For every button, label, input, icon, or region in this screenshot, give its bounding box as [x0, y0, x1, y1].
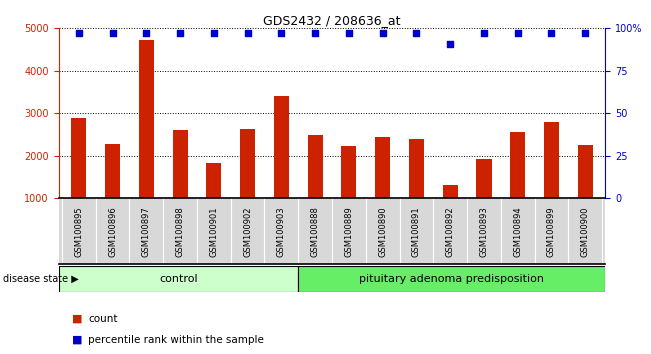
Point — [344, 30, 354, 36]
Point — [580, 30, 590, 36]
Text: disease state ▶: disease state ▶ — [3, 274, 79, 284]
Text: GSM100889: GSM100889 — [344, 206, 353, 257]
Bar — [71, 118, 87, 198]
Bar — [240, 129, 255, 198]
Point — [478, 30, 489, 36]
Text: GSM100903: GSM100903 — [277, 206, 286, 257]
Point — [175, 30, 186, 36]
Bar — [298, 266, 605, 292]
Bar — [105, 144, 120, 198]
Text: percentile rank within the sample: percentile rank within the sample — [88, 335, 264, 345]
Bar — [206, 162, 221, 198]
Point — [74, 30, 84, 36]
Point — [209, 30, 219, 36]
Point — [378, 30, 388, 36]
Bar — [409, 139, 424, 198]
Bar — [173, 130, 187, 198]
Point — [411, 30, 422, 36]
Text: GSM100893: GSM100893 — [479, 206, 488, 257]
Text: GSM100897: GSM100897 — [142, 206, 151, 257]
Bar — [510, 132, 525, 198]
Text: pituitary adenoma predisposition: pituitary adenoma predisposition — [359, 274, 544, 284]
Text: GSM100890: GSM100890 — [378, 206, 387, 257]
Bar — [477, 159, 492, 198]
Text: GSM100895: GSM100895 — [74, 206, 83, 257]
Text: GSM100899: GSM100899 — [547, 206, 556, 257]
Text: GSM100891: GSM100891 — [412, 206, 421, 257]
Text: count: count — [88, 314, 117, 324]
Text: GSM100901: GSM100901 — [210, 206, 218, 257]
Bar — [274, 96, 289, 198]
Text: GSM100888: GSM100888 — [311, 206, 320, 257]
Point — [242, 30, 253, 36]
Point — [546, 30, 557, 36]
Point — [310, 30, 320, 36]
Point — [107, 30, 118, 36]
Point — [445, 41, 455, 46]
Point — [512, 30, 523, 36]
Text: GSM100898: GSM100898 — [176, 206, 185, 257]
Text: ■: ■ — [72, 335, 82, 345]
Text: control: control — [159, 274, 197, 284]
Title: GDS2432 / 208636_at: GDS2432 / 208636_at — [263, 14, 401, 27]
Point — [276, 30, 286, 36]
Text: GSM100902: GSM100902 — [243, 206, 252, 257]
Text: GSM100896: GSM100896 — [108, 206, 117, 257]
Bar — [375, 137, 390, 198]
Text: GSM100900: GSM100900 — [581, 206, 590, 257]
Bar — [544, 122, 559, 198]
Bar — [139, 40, 154, 198]
Text: GSM100892: GSM100892 — [446, 206, 454, 257]
Bar — [341, 145, 357, 198]
Point — [141, 30, 152, 36]
Bar — [59, 266, 298, 292]
Text: GSM100894: GSM100894 — [513, 206, 522, 257]
Text: ■: ■ — [72, 314, 82, 324]
Bar — [577, 145, 593, 198]
Bar — [307, 135, 323, 198]
Bar — [443, 185, 458, 198]
